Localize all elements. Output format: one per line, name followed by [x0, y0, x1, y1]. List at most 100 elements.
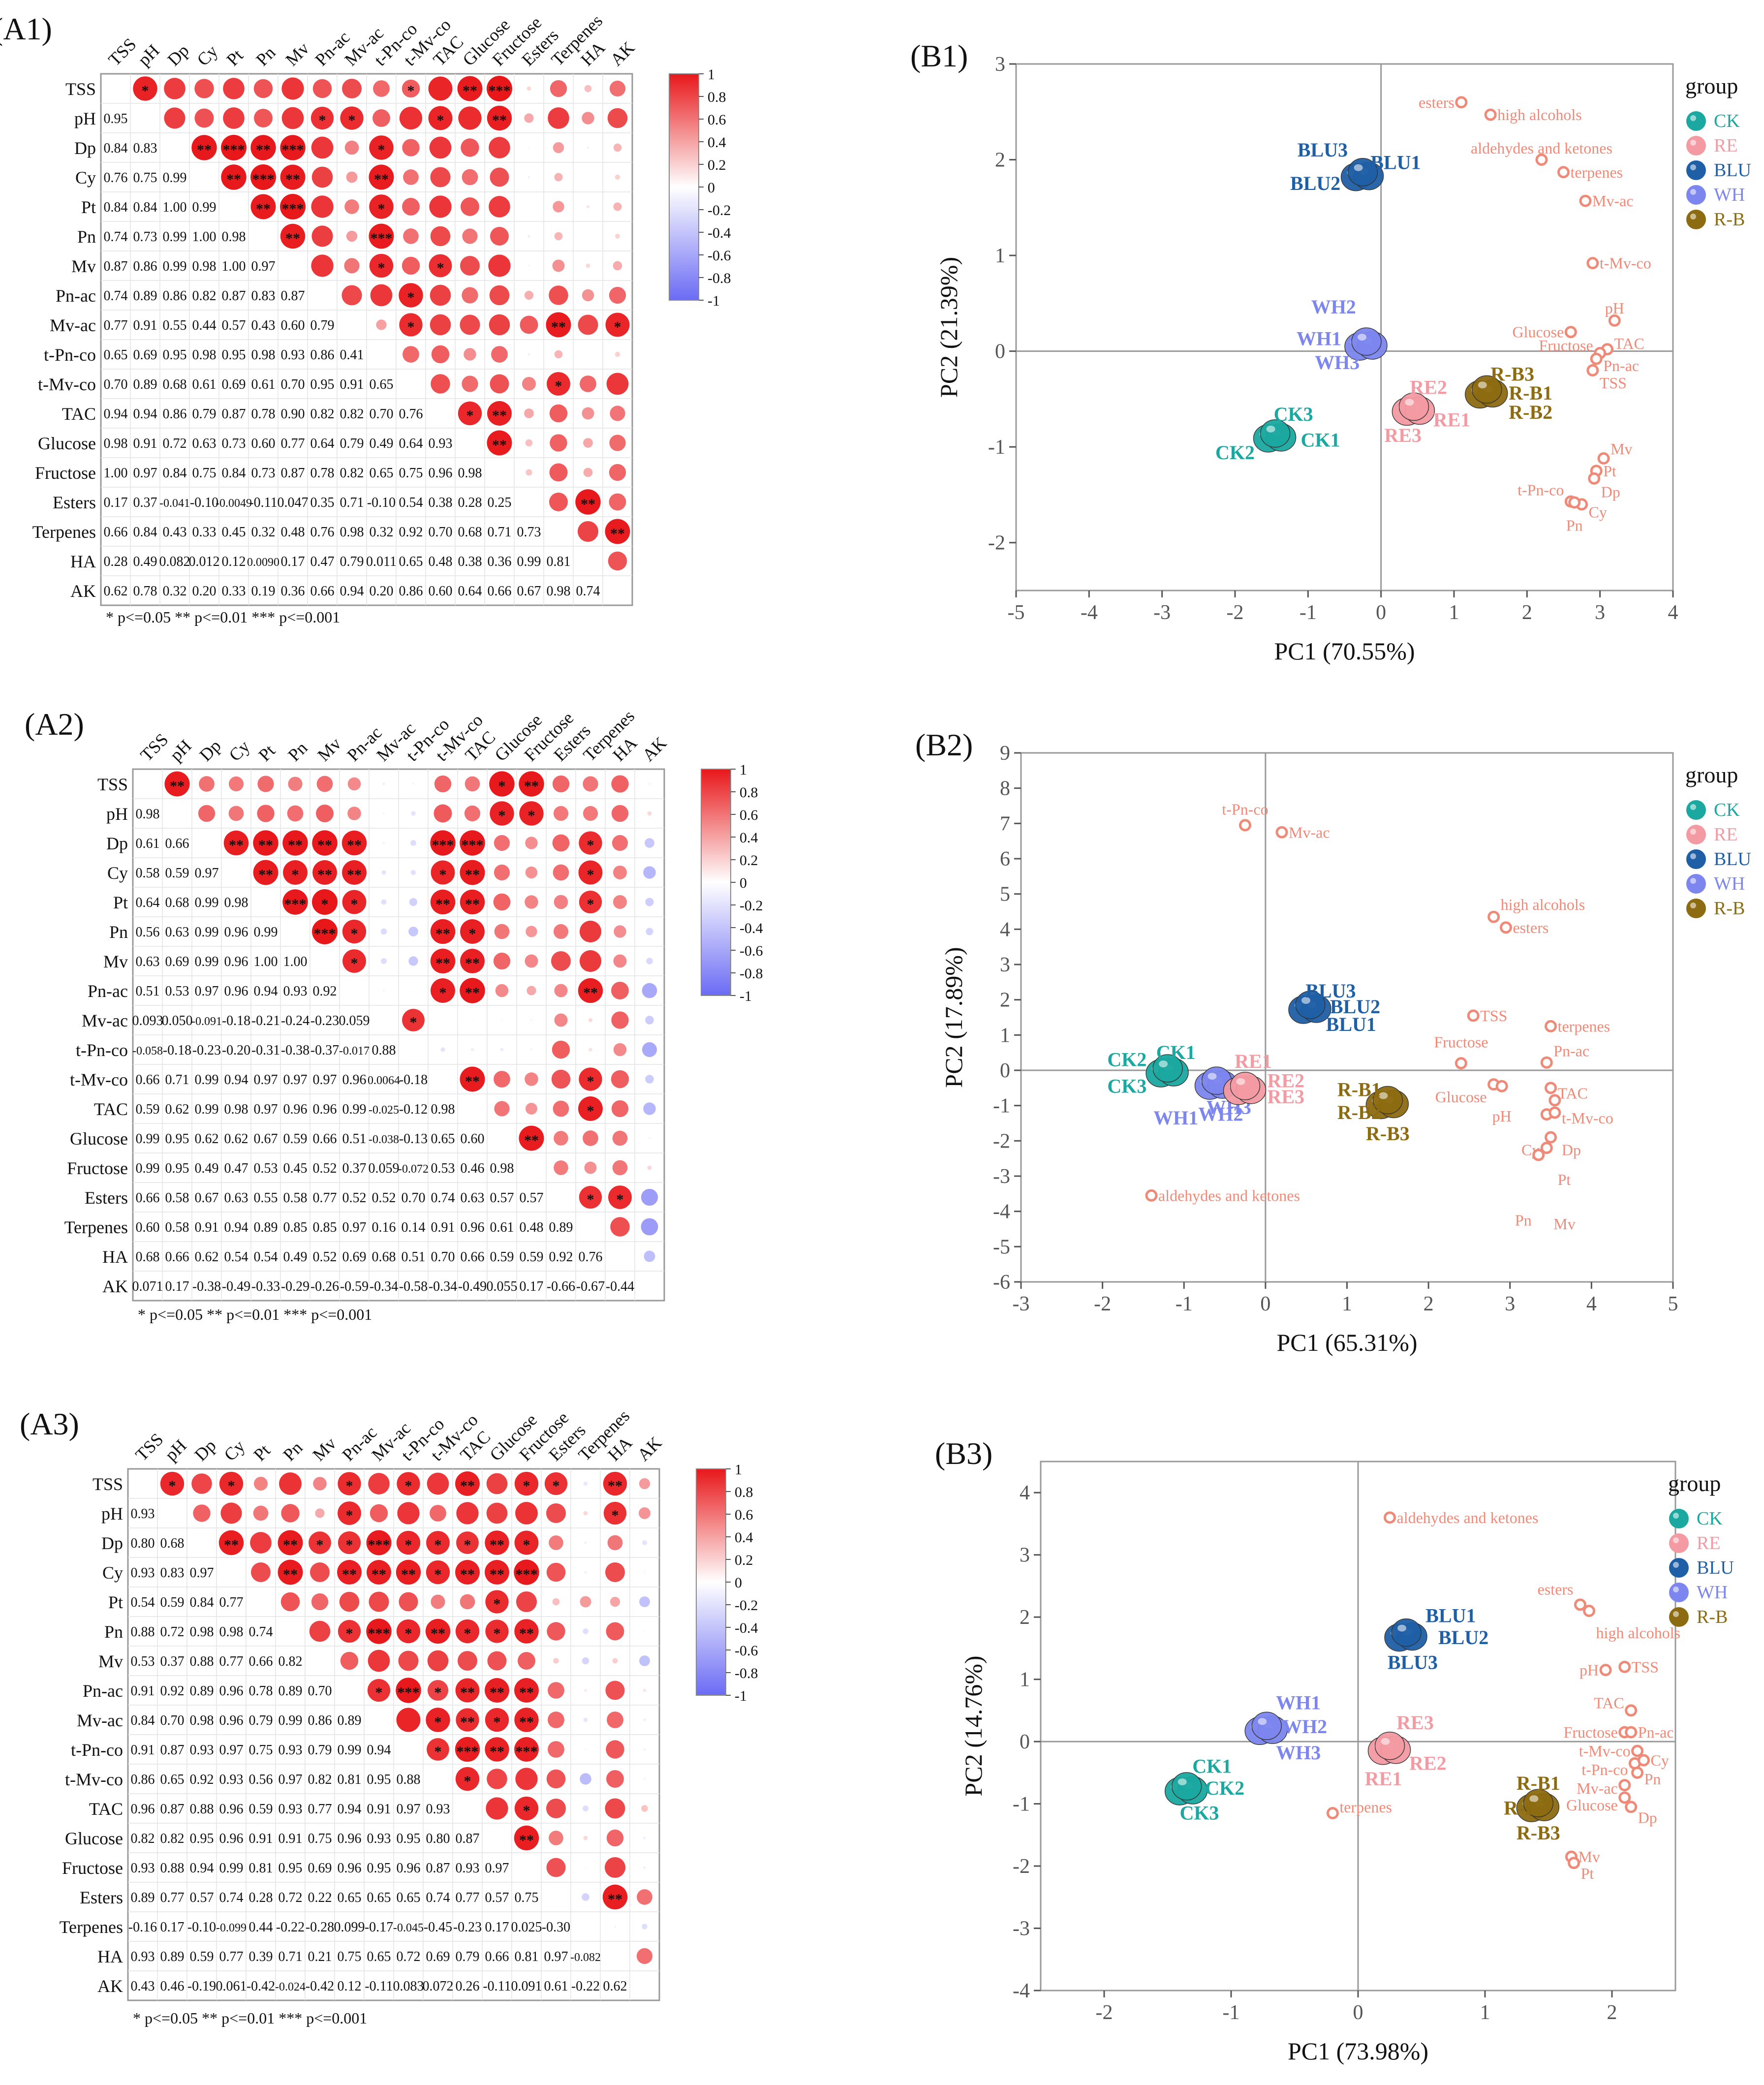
- correlation-circle: [494, 1071, 510, 1088]
- y-tick-label: 1: [1000, 1024, 1010, 1047]
- significance-stars: **: [229, 837, 244, 853]
- correlation-circle: [164, 107, 186, 129]
- sample-point: [1374, 1732, 1405, 1760]
- panel-label: (A3): [20, 1406, 79, 1441]
- correlation-value: 0.66: [313, 1131, 337, 1147]
- correlation-circle: [455, 1737, 480, 1762]
- variable-label: pH: [1579, 1661, 1599, 1679]
- sample-label: WH1: [1276, 1692, 1321, 1714]
- correlation-value: 0.58: [165, 1220, 189, 1235]
- correlation-value: 0.52: [313, 1249, 337, 1265]
- correlation-circle: [253, 830, 279, 856]
- correlation-circle: [549, 1535, 563, 1550]
- correlation-circle: [587, 353, 589, 355]
- correlation-circle: [583, 1836, 588, 1840]
- legend-label: RE: [1697, 1533, 1721, 1554]
- correlation-circle: [431, 978, 455, 1003]
- correlation-circle: [578, 978, 603, 1003]
- correlation-circle: [250, 1532, 272, 1554]
- correlation-circle: [412, 783, 414, 785]
- correlation-value: -0.072: [398, 1163, 429, 1176]
- correlation-value: 0.96: [338, 1861, 362, 1876]
- correlation-circle: [369, 253, 394, 278]
- significance-stars: **: [342, 1566, 357, 1583]
- correlation-circle: [643, 1748, 646, 1751]
- correlation-circle: [342, 949, 366, 973]
- correlation-circle: [522, 376, 536, 391]
- x-tick-label: -5: [1008, 601, 1025, 624]
- correlation-circle: [399, 283, 423, 308]
- legend-swatch: [1669, 1509, 1689, 1528]
- correlation-value: 0.88: [131, 1624, 155, 1640]
- significance-stars: **: [583, 985, 598, 1001]
- variable-label: Dp: [1562, 1141, 1581, 1158]
- correlation-circle: [527, 353, 530, 356]
- correlation-circle: [485, 1737, 509, 1762]
- correlation-circle: [403, 169, 419, 185]
- significance-stars: **: [492, 407, 507, 424]
- significance-stars: *: [523, 1803, 530, 1819]
- correlation-circle: [643, 1718, 646, 1721]
- colorbar: [669, 73, 699, 301]
- significance-stars: *: [405, 1537, 412, 1553]
- significance-stars: **: [288, 837, 303, 853]
- correlation-circle: [495, 984, 509, 997]
- correlation-value: 0.91: [431, 1220, 455, 1235]
- correlation-circle: [528, 265, 530, 267]
- variable-point: [1638, 1754, 1650, 1767]
- correlation-value: 0.071: [132, 1279, 163, 1294]
- correlation-circle: [554, 232, 563, 241]
- column-label: Pn-ac: [311, 27, 353, 69]
- sample-highlight: [1159, 1060, 1168, 1067]
- colorbar-tick-label: 0.8: [735, 1484, 753, 1500]
- legend-swatch-highlight: [1690, 214, 1696, 219]
- correlation-circle: [550, 80, 567, 97]
- correlation-value: 0.44: [249, 1920, 273, 1935]
- significance-stars: *: [523, 1478, 530, 1494]
- sample-label: BLU3: [1305, 980, 1356, 1002]
- row-label: Pn: [77, 227, 96, 247]
- significance-stars: **: [460, 1714, 475, 1730]
- correlation-circle: [425, 1618, 451, 1644]
- correlation-circle: [396, 1678, 421, 1703]
- variable-label: Mv: [1553, 1215, 1575, 1233]
- correlation-value: 0.89: [190, 1683, 214, 1699]
- row-label: Pn-ac: [83, 1681, 123, 1701]
- variable-label: Pn-ac: [1638, 1723, 1674, 1741]
- correlation-value: 0.98: [431, 1102, 455, 1117]
- correlation-value: 0.95: [279, 1861, 303, 1876]
- sample-point: [1391, 1618, 1422, 1647]
- correlation-value: -0.091: [191, 1015, 222, 1028]
- correlation-value: -0.49: [222, 1279, 250, 1294]
- variable-point: [1586, 257, 1599, 270]
- row-label: t-Pn-co: [71, 1740, 123, 1760]
- variable-label: high alcohols: [1497, 106, 1582, 124]
- correlation-circle: [460, 919, 485, 944]
- correlation-value: 0.91: [249, 1831, 273, 1846]
- row-label: Fructose: [67, 1158, 128, 1178]
- variable-label: TAC: [1558, 1085, 1588, 1102]
- correlation-circle: [586, 205, 590, 209]
- correlation-value: 0.93: [367, 1831, 391, 1846]
- column-label: AK: [638, 733, 670, 765]
- correlation-circle: [551, 951, 571, 971]
- correlation-circle: [530, 1049, 532, 1051]
- correlation-circle: [584, 1689, 587, 1692]
- correlation-value: 0.96: [283, 1102, 308, 1117]
- correlation-circle: [579, 831, 602, 855]
- correlation-value: 0.45: [222, 525, 246, 540]
- correlation-value: 0.87: [281, 466, 305, 481]
- correlation-value: 0.38: [458, 554, 482, 569]
- correlation-circle: [612, 1160, 628, 1176]
- variable-point: [1599, 1664, 1612, 1677]
- colorbar-tick-label: -0.6: [708, 248, 731, 264]
- correlation-circle: [486, 1797, 508, 1820]
- row-label: TAC: [62, 404, 96, 424]
- row-label: AK: [97, 1976, 123, 1996]
- significance-stars: **: [465, 896, 480, 912]
- correlation-circle: [519, 771, 544, 797]
- significance-stars: **: [347, 867, 362, 883]
- correlation-value: 0.97: [195, 984, 219, 999]
- correlation-circle: [549, 285, 568, 305]
- correlation-value: 0.87: [426, 1861, 450, 1876]
